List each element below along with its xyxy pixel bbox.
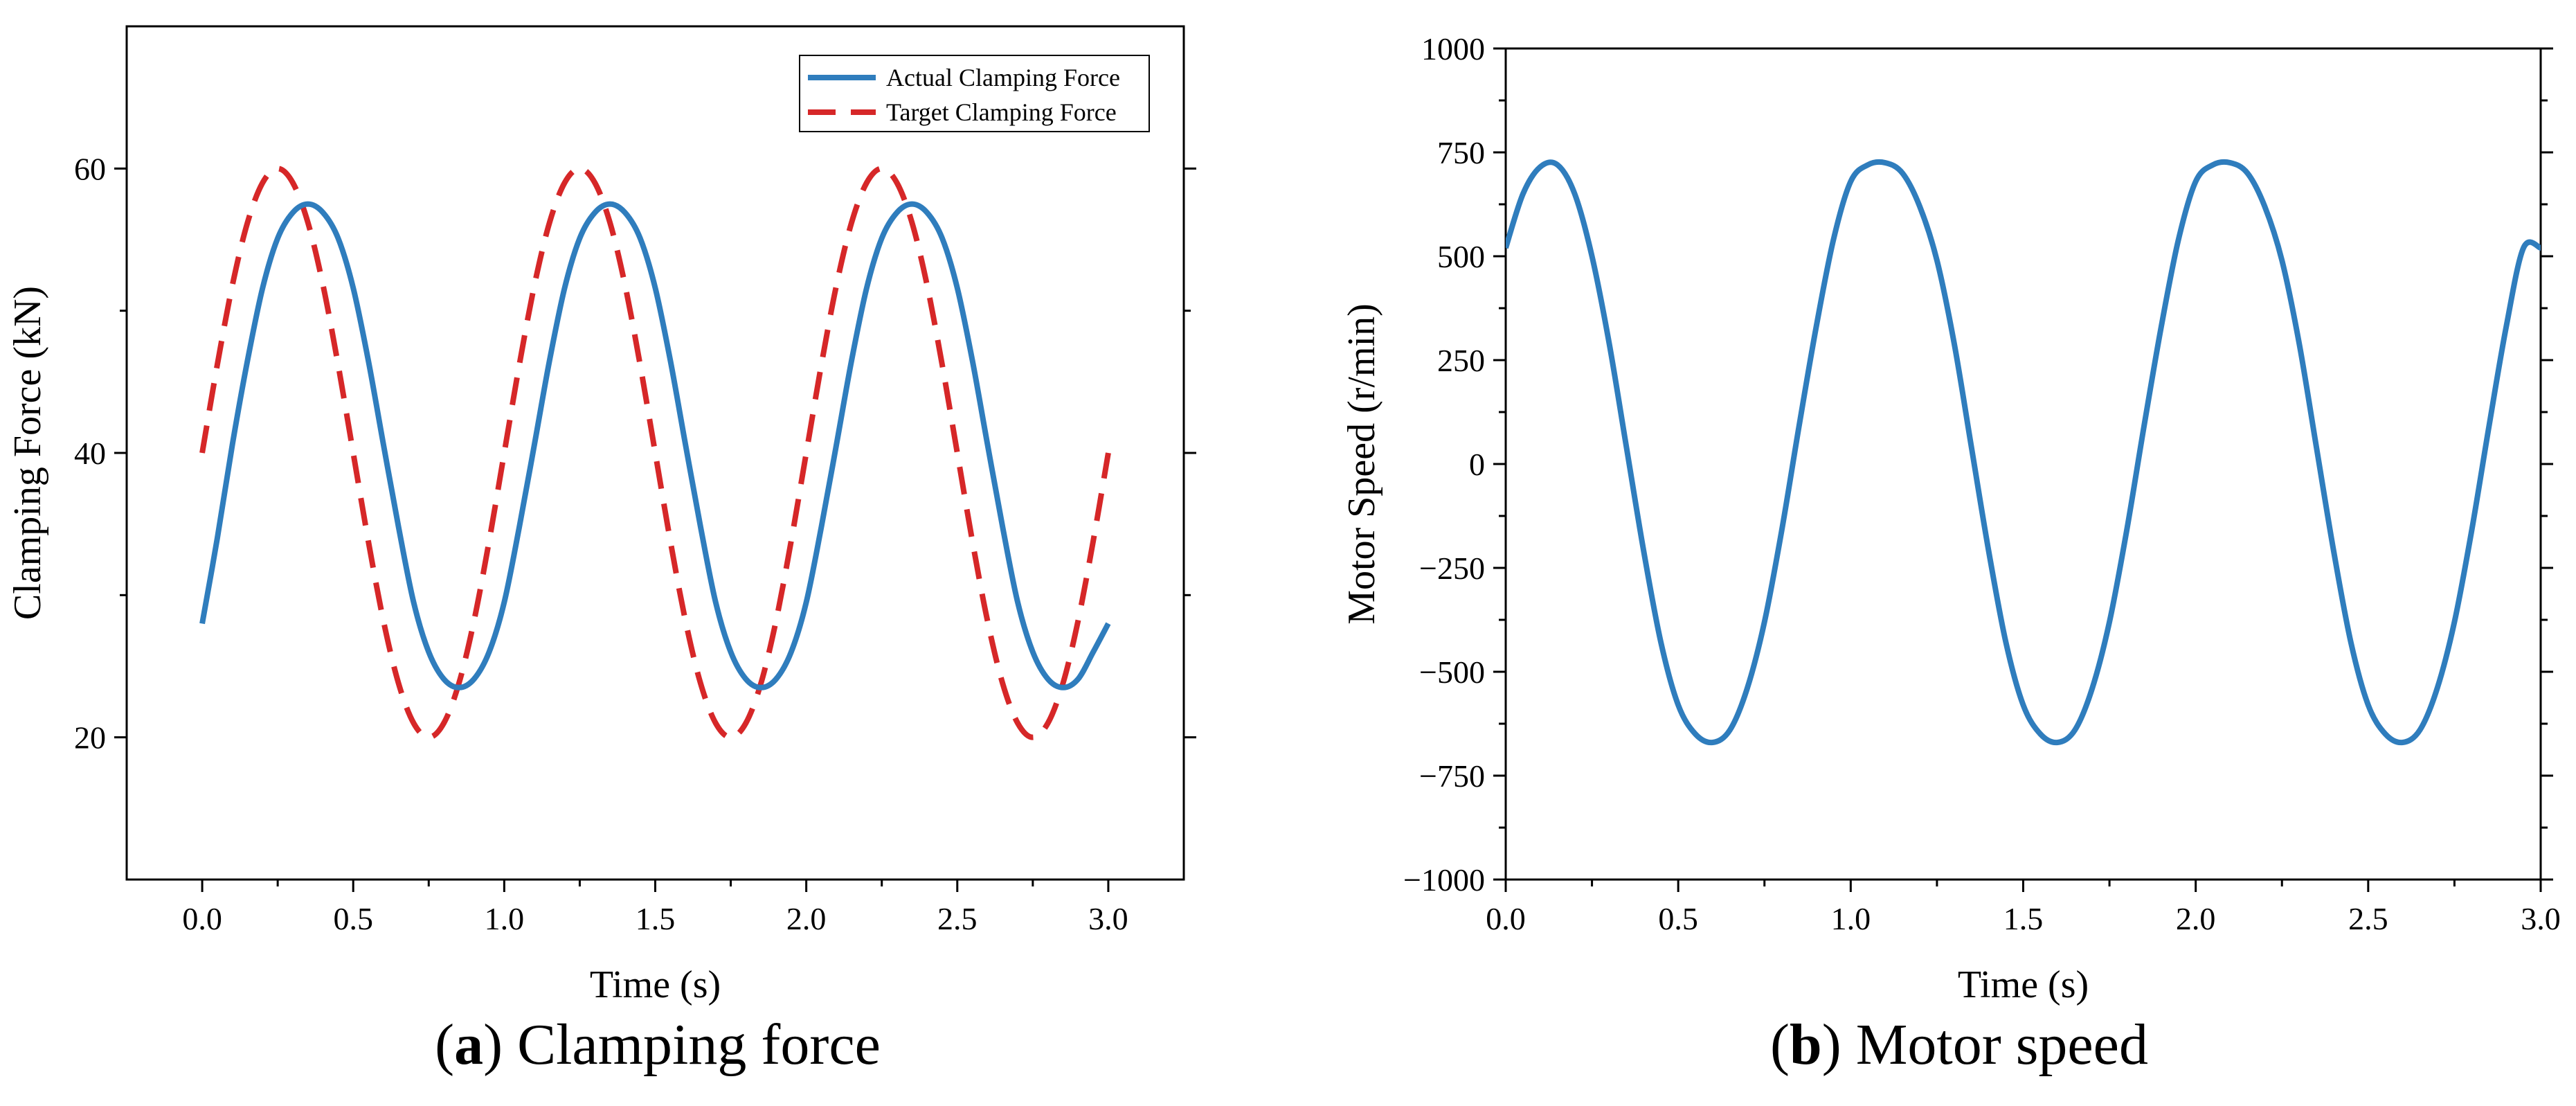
caption-open-paren: ( bbox=[435, 1013, 455, 1077]
y-tick-label: −1000 bbox=[1403, 862, 1485, 898]
y-tick-label: −500 bbox=[1419, 654, 1485, 690]
plot-frame bbox=[1504, 47, 2542, 881]
y-axis-title: Clamping Force (kN) bbox=[6, 286, 49, 620]
y-tick-label: 1000 bbox=[1421, 31, 1485, 66]
caption-letter: b bbox=[1790, 1013, 1822, 1077]
panel-clamping-force: 0.0 0.5 1.0 1.5 2.0 2.5 3.0 20 40 60 Time (s) Clamp… bbox=[6, 25, 1196, 1006]
x-tick-label: 3.0 bbox=[2521, 901, 2561, 936]
panel-motor-speed: 0.0 0.5 1.0 1.5 2.0 2.5 3.0 −1000 −750 −500 −250 0 2… bbox=[1340, 31, 2561, 1006]
caption-close-paren: ) bbox=[483, 1013, 503, 1077]
x-tick-label: 1.0 bbox=[1831, 901, 1871, 936]
x-axis-title: Time (s) bbox=[590, 963, 721, 1006]
caption-motor-speed: (b) Motor speed bbox=[1770, 1011, 2148, 1078]
caption-clamping-force: (a) Clamping force bbox=[435, 1011, 881, 1078]
x-tick-label: 1.0 bbox=[485, 901, 525, 936]
caption-letter: a bbox=[454, 1013, 484, 1077]
x-tick-label: 2.5 bbox=[937, 901, 978, 936]
x-tick-label: 0.5 bbox=[1658, 901, 1698, 936]
y-tick-label: 500 bbox=[1437, 239, 1485, 274]
x-tick-label: 3.0 bbox=[1088, 901, 1128, 936]
y-tick-label: −250 bbox=[1419, 551, 1485, 586]
x-tick-label: 2.0 bbox=[2176, 901, 2216, 936]
x-tick-label: 0.0 bbox=[1486, 901, 1526, 936]
series-line-motor-speed bbox=[1506, 159, 2541, 746]
y-tick-label: 60 bbox=[74, 151, 106, 186]
y-tick-label: 40 bbox=[74, 436, 106, 471]
caption-open-paren: ( bbox=[1770, 1013, 1790, 1077]
y-tick-label: 250 bbox=[1437, 343, 1485, 378]
y-tick-label: 20 bbox=[74, 720, 106, 756]
y-axis-title: Motor Speed (r/min) bbox=[1340, 303, 1383, 624]
y-tick-label: −750 bbox=[1419, 758, 1485, 794]
series-line-actual-clamping-force bbox=[199, 201, 1111, 690]
x-tick-label: 0.0 bbox=[182, 901, 222, 936]
y-tick-label: 0 bbox=[1469, 447, 1485, 482]
x-axis-title: Time (s) bbox=[1958, 963, 2089, 1006]
x-tick-label: 2.5 bbox=[2348, 901, 2388, 936]
legend-box bbox=[799, 55, 1150, 132]
caption-text: Motor speed bbox=[1855, 1013, 2148, 1077]
x-tick-label: 1.5 bbox=[636, 901, 676, 936]
series-line-target-clamping-force bbox=[199, 166, 1111, 740]
x-tick-label: 2.0 bbox=[786, 901, 827, 936]
y-tick-label: 750 bbox=[1437, 135, 1485, 170]
x-tick-label: 1.5 bbox=[2003, 901, 2044, 936]
caption-text: Clamping force bbox=[517, 1013, 881, 1077]
plot-frame bbox=[125, 25, 1185, 881]
legend-label: Actual Clamping Force bbox=[886, 64, 1120, 91]
x-tick-label: 0.5 bbox=[333, 901, 373, 936]
legend-label: Target Clamping Force bbox=[886, 98, 1117, 126]
caption-close-paren: ) bbox=[1821, 1013, 1841, 1077]
